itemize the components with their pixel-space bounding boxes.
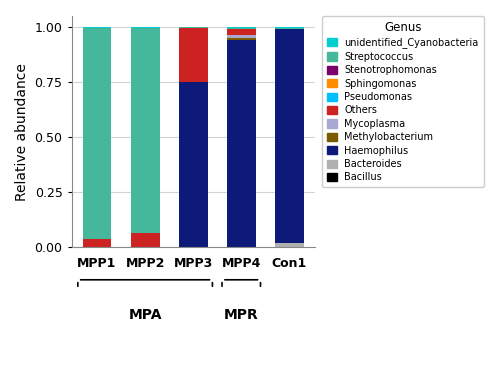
Bar [227, 27, 256, 28]
Bar [179, 27, 208, 28]
Bar [227, 38, 256, 40]
Bar [179, 28, 208, 82]
Bar [130, 28, 160, 233]
Y-axis label: Relative abundance: Relative abundance [15, 63, 29, 201]
Bar [82, 28, 112, 238]
Bar [130, 233, 160, 247]
Bar [227, 29, 256, 35]
Bar [275, 28, 304, 29]
Text: MPA: MPA [128, 308, 162, 321]
Bar [82, 27, 112, 28]
Bar [82, 238, 112, 247]
Bar [227, 35, 256, 38]
Legend: unidentified_Cyanobacteria, Streptococcus, Stenotrophomonas, Sphingomonas, Pseud: unidentified_Cyanobacteria, Streptococcu… [322, 16, 484, 187]
Bar [227, 28, 256, 29]
Bar [275, 243, 304, 247]
Bar [227, 40, 256, 247]
Bar [130, 27, 160, 28]
Bar [275, 29, 304, 243]
Bar [275, 27, 304, 28]
Text: MPR: MPR [224, 308, 258, 321]
Bar [179, 82, 208, 247]
